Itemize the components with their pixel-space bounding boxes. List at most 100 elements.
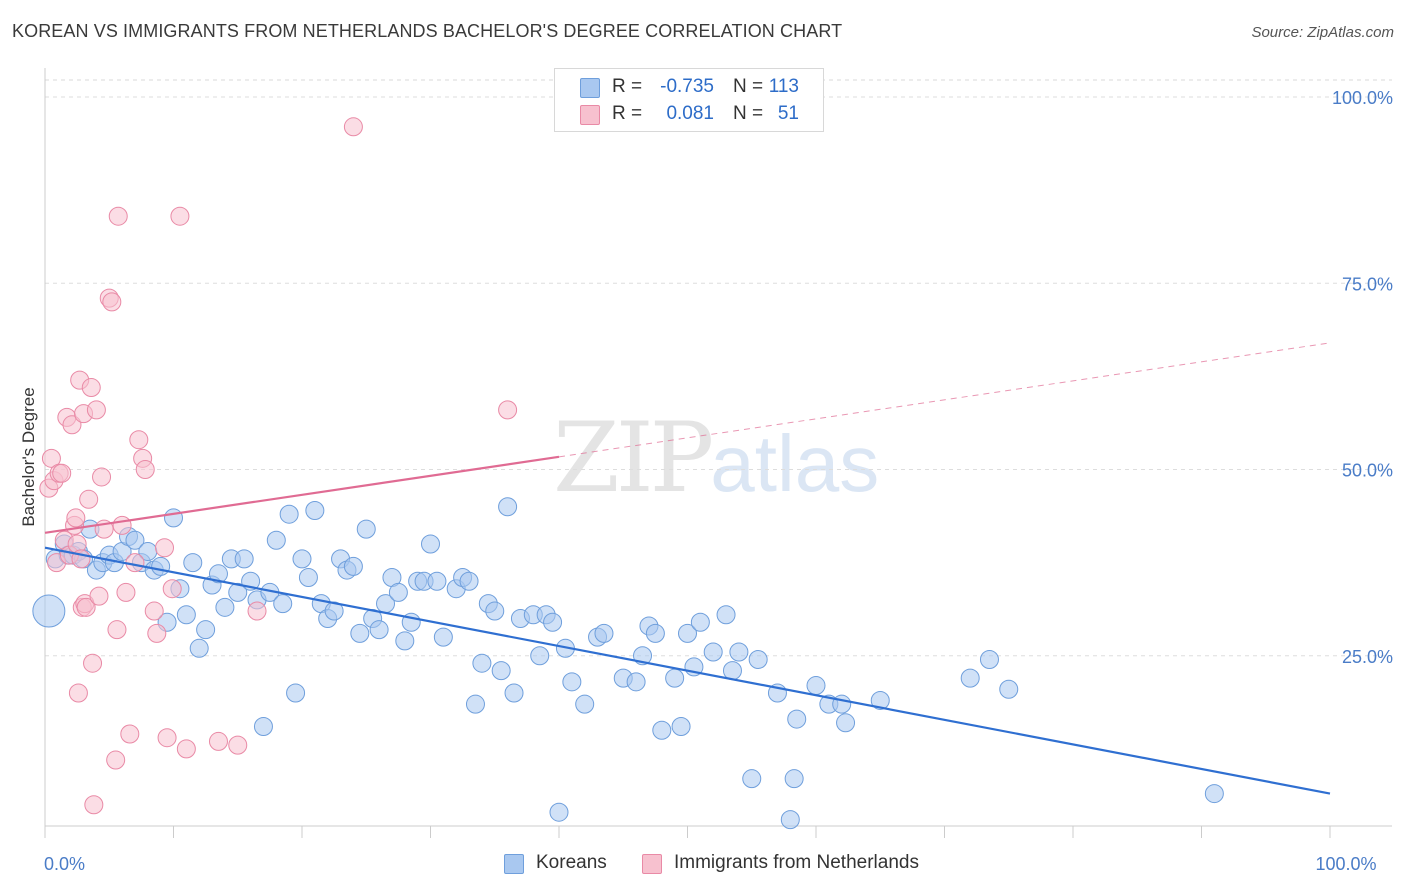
netherlands-point xyxy=(120,724,140,744)
netherlands-point xyxy=(89,586,109,606)
netherlands-point xyxy=(129,430,149,450)
korean-point xyxy=(305,500,325,520)
korean-point xyxy=(491,661,511,681)
korean-point xyxy=(215,597,235,617)
legend-n-value: 51 xyxy=(777,103,799,124)
netherlands-point xyxy=(92,467,112,487)
bottom-legend-swatch-koreans xyxy=(504,854,524,874)
netherlands-point xyxy=(343,117,363,137)
korean-point xyxy=(196,620,216,640)
korean-point xyxy=(543,612,563,632)
korean-point xyxy=(32,594,66,628)
legend-r-label: R = xyxy=(612,76,643,97)
korean-point xyxy=(427,571,447,591)
korean-point xyxy=(183,553,203,573)
korean-point xyxy=(729,642,749,662)
korean-point xyxy=(485,601,505,621)
korean-point xyxy=(530,646,550,666)
korean-point xyxy=(784,769,804,789)
bottom-legend-label-koreans: Koreans xyxy=(536,852,607,873)
netherlands-point xyxy=(106,750,126,770)
korean-point xyxy=(356,519,376,539)
watermark-zip: ZIP xyxy=(553,402,714,514)
netherlands-trend-line-dashed xyxy=(558,342,1331,458)
legend-r-value: -0.735 xyxy=(660,76,714,97)
korean-point xyxy=(369,620,389,640)
korean-point xyxy=(164,508,183,528)
korean-point xyxy=(433,627,453,647)
korean-point xyxy=(703,642,723,662)
y-tick-label: 75.0% xyxy=(1342,274,1393,294)
netherlands-point xyxy=(162,579,182,599)
netherlands-point xyxy=(112,515,132,535)
x-tick-label: 0.0% xyxy=(44,854,85,874)
netherlands-point xyxy=(170,206,190,226)
legend-n-label: N = xyxy=(733,76,764,97)
netherlands-point xyxy=(62,415,82,435)
korean-point xyxy=(678,623,697,643)
korean-point xyxy=(690,612,710,632)
netherlands-point xyxy=(208,731,228,751)
netherlands-point xyxy=(247,601,267,621)
korean-point xyxy=(498,497,518,517)
netherlands-point xyxy=(144,601,164,621)
korean-point xyxy=(787,709,807,729)
netherlands-point xyxy=(107,620,127,640)
korean-point xyxy=(343,556,363,576)
korean-point xyxy=(234,549,254,569)
legend: R = -0.735 N = 113 R = 0.081 N = 51 xyxy=(554,68,824,132)
korean-point xyxy=(960,668,980,688)
legend-n-value: 113 xyxy=(768,76,799,97)
korean-point xyxy=(208,564,228,584)
korean-point xyxy=(979,649,999,669)
netherlands-point xyxy=(228,735,248,755)
korean-point xyxy=(465,694,485,714)
korean-point xyxy=(780,810,800,830)
legend-row-netherlands: R = 0.081 N = 51 xyxy=(555,100,823,128)
korean-point xyxy=(151,556,171,576)
korean-point xyxy=(575,694,595,714)
netherlands-point xyxy=(52,463,72,483)
netherlands-point xyxy=(68,683,88,703)
netherlands-point xyxy=(84,795,104,815)
chart-title: KOREAN VS IMMIGRANTS FROM NETHERLANDS BA… xyxy=(12,21,843,41)
korean-point xyxy=(594,623,614,643)
korean-point xyxy=(716,605,736,625)
korean-point xyxy=(421,534,440,554)
korean-point xyxy=(189,638,209,658)
korean-point xyxy=(286,683,306,703)
legend-swatch-koreans xyxy=(580,78,600,98)
korean-point xyxy=(870,690,890,710)
korean-point xyxy=(125,530,145,550)
netherlands-trend-line xyxy=(44,455,560,534)
korean-point xyxy=(742,769,762,789)
netherlands-point xyxy=(157,728,177,748)
korean-trend-line xyxy=(44,546,1331,795)
y-axis-title: Bachelor's Degree xyxy=(19,387,38,526)
korean-point xyxy=(350,623,370,643)
netherlands-point xyxy=(81,378,101,398)
y-tick-label: 100.0% xyxy=(1332,88,1393,108)
korean-point xyxy=(228,582,248,602)
netherlands-point xyxy=(155,538,175,558)
netherlands-point xyxy=(147,623,167,643)
korean-point xyxy=(665,668,685,688)
korean-point xyxy=(273,594,293,614)
korean-point xyxy=(671,717,691,737)
netherlands-point xyxy=(66,508,86,528)
y-tick-label: 25.0% xyxy=(1342,647,1393,667)
netherlands-point xyxy=(79,489,99,509)
legend-r-value: 0.081 xyxy=(666,103,714,124)
netherlands-point xyxy=(83,653,103,673)
korean-point xyxy=(652,720,672,740)
watermark: ZIPatlas xyxy=(553,402,879,514)
korean-point xyxy=(562,672,582,692)
korean-point xyxy=(549,802,569,822)
netherlands-point xyxy=(41,448,61,468)
korean-point xyxy=(266,530,286,550)
korean-point xyxy=(806,676,826,696)
korean-point xyxy=(279,504,299,524)
korean-point xyxy=(298,568,318,588)
legend-row-koreans: R = -0.735 N = 113 xyxy=(555,73,823,101)
korean-point xyxy=(836,713,856,733)
